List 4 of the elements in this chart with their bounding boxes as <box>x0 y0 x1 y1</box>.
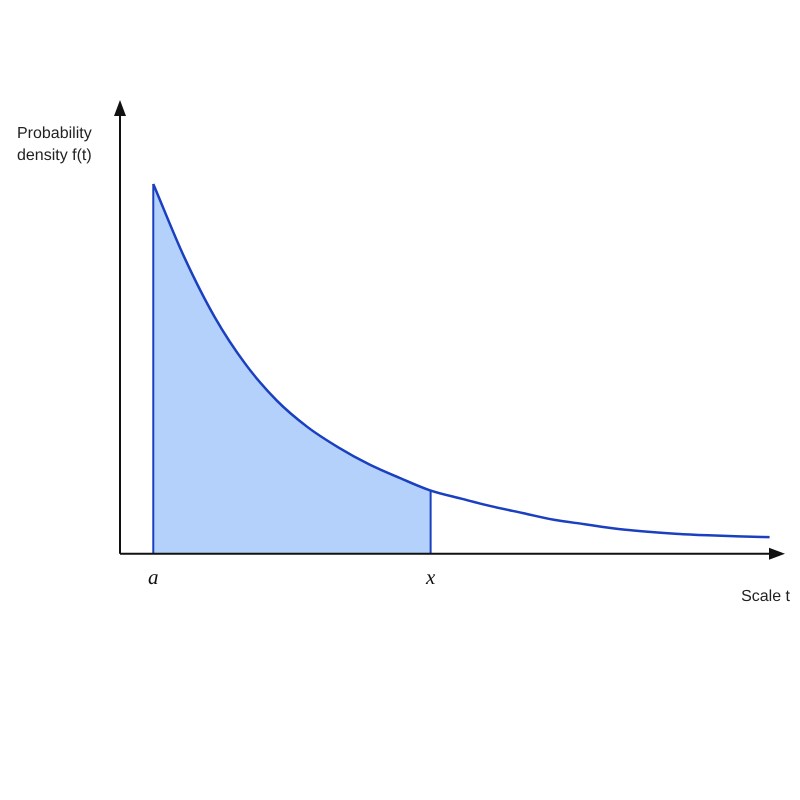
x-axis-title: Scale t <box>740 587 790 607</box>
x-tick-label: a <box>148 564 159 589</box>
x-tick-label: x <box>424 564 436 589</box>
y-axis-title: Probability density f(t) <box>17 124 93 166</box>
